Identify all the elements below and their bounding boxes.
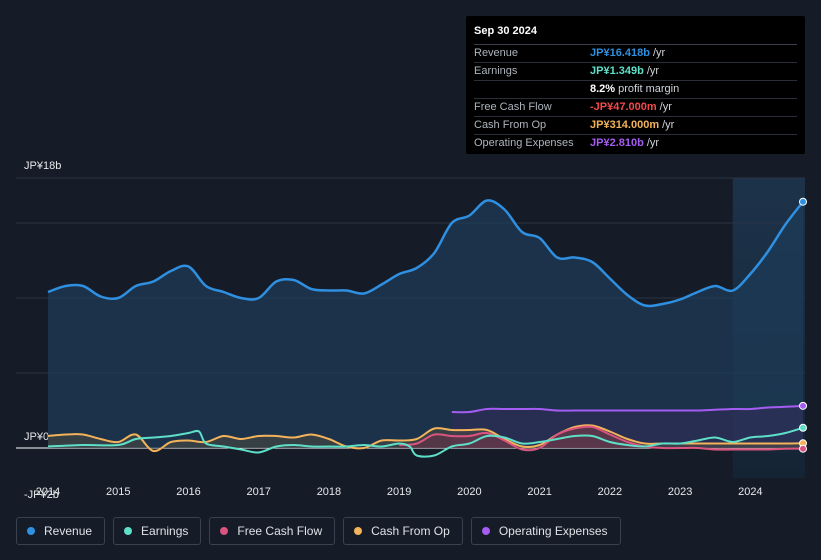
end-marker-operating-expenses bbox=[799, 401, 807, 410]
end-marker-revenue bbox=[799, 197, 807, 206]
legend-label: Cash From Op bbox=[371, 524, 450, 538]
tooltip-row-value: JP¥1.349b bbox=[590, 65, 644, 77]
y-tick-label: JP¥0 bbox=[24, 431, 49, 443]
x-tick-label: 2014 bbox=[36, 486, 60, 498]
tooltip-row: Free Cash Flow -JP¥47.000m/yr bbox=[474, 99, 797, 117]
tooltip-row-label: Free Cash Flow bbox=[474, 101, 552, 113]
tooltip-row: Revenue JP¥16.418b/yr bbox=[474, 45, 797, 63]
series-line-free-cash-flow bbox=[399, 425, 804, 452]
legend: Revenue Earnings Free Cash Flow Cash From O… bbox=[16, 517, 621, 545]
x-tick-label: 2018 bbox=[317, 486, 341, 498]
series-line-earnings bbox=[47, 426, 804, 458]
end-marker-free-cash-flow bbox=[799, 444, 807, 453]
tooltip-row-label bbox=[474, 81, 590, 98]
x-tick-label: 2021 bbox=[527, 486, 551, 498]
tooltip-row: Cash From Op JP¥314.000m/yr bbox=[474, 117, 797, 135]
x-tick-label: 2016 bbox=[176, 486, 200, 498]
legend-item-operating-expenses[interactable]: Operating Expenses bbox=[470, 517, 621, 545]
tooltip-row: 8.2% profit margin bbox=[474, 81, 797, 99]
x-tick-label: 2020 bbox=[457, 486, 481, 498]
tooltip-date: Sep 30 2024 bbox=[474, 24, 797, 45]
legend-dot-icon bbox=[481, 527, 490, 535]
legend-item-earnings[interactable]: Earnings bbox=[113, 517, 202, 545]
tooltip-row-label: Cash From Op bbox=[474, 119, 547, 131]
legend-dot-icon bbox=[124, 527, 133, 535]
tooltip-row-value: JP¥314.000m bbox=[590, 119, 660, 131]
tooltip-row-value: 8.2% bbox=[590, 83, 616, 95]
tooltip-row-label: Operating Expenses bbox=[474, 137, 574, 149]
tooltip-rows: Revenue JP¥16.418b/yr Earnings JP¥1.349b/yr… bbox=[474, 45, 797, 152]
legend-item-revenue[interactable]: Revenue bbox=[16, 517, 106, 545]
legend-dot-icon bbox=[220, 527, 229, 535]
legend-dot-icon bbox=[354, 527, 363, 535]
revenue-area bbox=[48, 200, 803, 448]
tooltip-row-unit: profit margin bbox=[618, 83, 680, 95]
x-tick-label: 2017 bbox=[246, 486, 270, 498]
x-tick-label: 2022 bbox=[598, 486, 622, 498]
legend-label: Operating Expenses bbox=[498, 524, 608, 538]
legend-item-cash-from-op[interactable]: Cash From Op bbox=[343, 517, 463, 545]
end-marker-earnings bbox=[799, 423, 807, 432]
series-line-revenue bbox=[47, 199, 804, 308]
tooltip-row-value: -JP¥47.000m bbox=[590, 101, 657, 113]
tooltip: Sep 30 2024 Revenue JP¥16.418b/yr Earnings… bbox=[466, 16, 805, 154]
tooltip-row-label: Revenue bbox=[474, 47, 519, 59]
x-tick-label: 2023 bbox=[668, 486, 692, 498]
tooltip-row-unit: /yr bbox=[659, 101, 672, 113]
tooltip-row: Earnings JP¥1.349b/yr bbox=[474, 63, 797, 81]
x-tick-label: 2024 bbox=[738, 486, 762, 498]
tooltip-row-unit: /yr bbox=[662, 119, 675, 131]
y-tick-label: -JP¥2b bbox=[24, 489, 59, 501]
tooltip-row: Operating Expenses JP¥2.810b/yr bbox=[474, 135, 797, 152]
y-tick-label: JP¥18b bbox=[24, 160, 61, 172]
legend-label: Earnings bbox=[141, 524, 189, 538]
tooltip-row-label: Earnings bbox=[474, 65, 518, 77]
tooltip-row-unit: /yr bbox=[652, 47, 666, 59]
x-tick-label: 2015 bbox=[106, 486, 130, 498]
legend-label: Revenue bbox=[44, 524, 93, 538]
tooltip-row-value: JP¥2.810b bbox=[590, 137, 644, 149]
series-line-operating-expenses bbox=[451, 404, 804, 414]
legend-label: Free Cash Flow bbox=[237, 524, 323, 538]
tooltip-row-unit: /yr bbox=[646, 137, 660, 149]
x-tick-label: 2019 bbox=[387, 486, 411, 498]
tooltip-row-value: JP¥16.418b bbox=[590, 47, 650, 59]
legend-dot-icon bbox=[27, 527, 35, 535]
tooltip-row-unit: /yr bbox=[646, 65, 660, 77]
legend-item-free-cash-flow[interactable]: Free Cash Flow bbox=[209, 517, 336, 545]
